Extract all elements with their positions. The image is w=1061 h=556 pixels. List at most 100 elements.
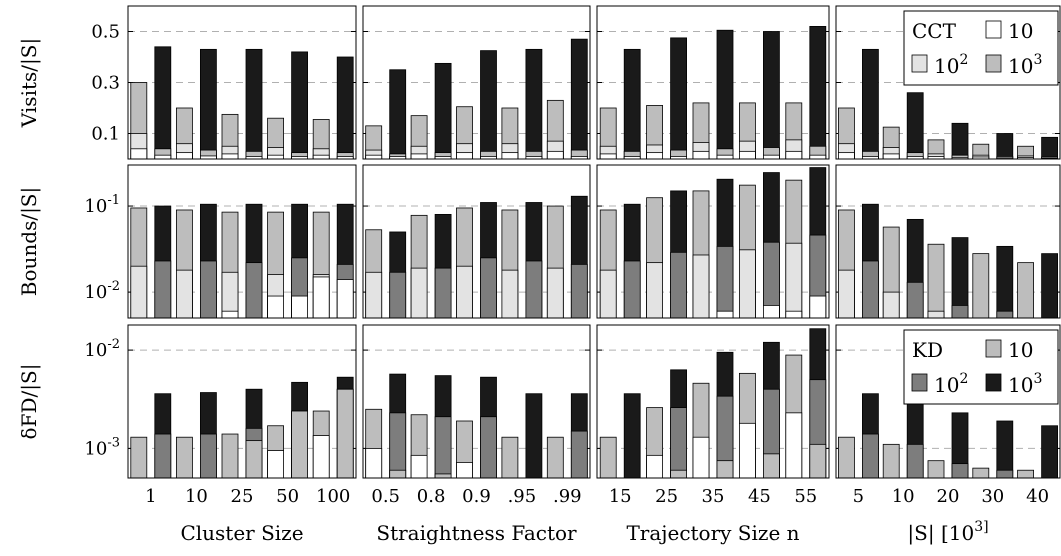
panel-frame — [835, 324, 1061, 479]
legend-kd: KD 10 102 103 — [903, 329, 1059, 405]
bar-right-103 — [154, 46, 172, 160]
bar-right-10 — [716, 154, 734, 160]
bar-right-10 — [763, 305, 780, 319]
bar-left-103 — [927, 460, 945, 479]
panel-r2-c1 — [127, 164, 357, 319]
panel-frame — [127, 324, 357, 479]
panel-r1-c1 — [127, 5, 357, 160]
bar-left-10 — [646, 152, 663, 160]
x-tick-label: 55 — [794, 486, 817, 507]
bar-left-10 — [739, 422, 756, 479]
bar-right-103 — [480, 50, 497, 160]
bar-right-103 — [1041, 425, 1058, 479]
bar-right-102 — [862, 260, 879, 319]
bar-left-10 — [599, 153, 617, 160]
x-tick-label: 100 — [316, 486, 350, 507]
panel-r3-c2 — [362, 324, 591, 479]
bar-left-103 — [501, 436, 519, 479]
bar-right-102 — [670, 407, 687, 479]
bar-right-10 — [291, 295, 309, 319]
x-tick-label: .99 — [553, 486, 582, 507]
y-tick-label: 10-2 — [84, 337, 120, 361]
bar-left-10 — [739, 150, 756, 160]
bar-left-10 — [692, 150, 710, 160]
x-tick-label: 25 — [655, 486, 678, 507]
bar-right-10 — [336, 279, 354, 319]
panel-r3-c1 — [127, 324, 357, 479]
bar-right-10 — [389, 469, 407, 479]
x-tick-label: 5 — [853, 486, 864, 507]
bar-right-103 — [199, 48, 217, 160]
bar-left-102 — [546, 267, 564, 319]
bar-right-102 — [906, 281, 924, 319]
legend-swatch — [985, 339, 1002, 358]
bar-right-102 — [389, 412, 407, 479]
bar-right-102 — [951, 305, 969, 319]
x-tick-label: 50 — [276, 486, 299, 507]
bar-left-10 — [267, 154, 285, 160]
bar-left-102 — [365, 271, 383, 319]
bar-left-10 — [456, 152, 473, 160]
bar-left-103 — [1017, 469, 1034, 479]
panel-r2-c2 — [362, 164, 591, 319]
panel-frame — [835, 164, 1061, 319]
legend-entry: 103 — [1008, 371, 1042, 397]
x-tick-label: 45 — [748, 486, 771, 507]
bar-right-102 — [670, 251, 687, 319]
bar-right-10 — [336, 388, 354, 479]
bar-left-10 — [175, 152, 193, 160]
bar-left-102 — [175, 269, 193, 319]
legend-entry: 103 — [1008, 52, 1042, 78]
bar-right-103 — [623, 48, 641, 160]
bar-left-102 — [599, 269, 617, 319]
x-tick-label: 20 — [937, 486, 960, 507]
bar-right-10 — [809, 295, 827, 319]
bar-left-10 — [312, 435, 330, 479]
bar-left-102 — [501, 269, 519, 319]
bar-left-103 — [972, 253, 990, 319]
panel-r1-c4 — [835, 5, 1061, 160]
legend-cct: CCT 10 102 103 — [903, 10, 1059, 86]
bar-right-102 — [570, 263, 588, 319]
bar-left-102 — [927, 310, 945, 319]
bar-right-103 — [1041, 253, 1058, 319]
bar-left-102 — [882, 291, 900, 319]
panel-r1-c3 — [596, 5, 830, 160]
panel-frame — [362, 324, 591, 479]
x-tick-label: 0.5 — [371, 486, 400, 507]
bar-left-10 — [365, 154, 383, 160]
bar-right-103 — [716, 29, 734, 160]
bar-left-10 — [646, 454, 663, 479]
bar-right-10 — [670, 469, 687, 479]
bar-right-102 — [480, 416, 497, 479]
bar-right-102 — [199, 433, 217, 479]
bar-left-10 — [692, 436, 710, 479]
bar-right-103 — [996, 420, 1014, 479]
x-axis-title: Trajectory Size n — [626, 521, 799, 545]
bar-left-10 — [221, 310, 239, 319]
x-tick-label: 35 — [702, 486, 725, 507]
bar-right-103 — [906, 92, 924, 160]
bar-right-103 — [951, 122, 969, 160]
x-axis-title: Cluster Size — [180, 521, 303, 545]
bar-right-102 — [570, 430, 588, 479]
y-tick-label: 10-3 — [84, 435, 120, 459]
x-axis-title: Straightness Factor — [376, 521, 577, 545]
bar-left-10 — [410, 153, 428, 160]
panel-frame — [835, 5, 1061, 160]
bar-left-10 — [267, 295, 285, 319]
bar-right-10 — [154, 154, 172, 160]
y-tick-label: 10-1 — [84, 193, 120, 217]
bar-right-102 — [480, 257, 497, 319]
bar-left-10 — [410, 454, 428, 479]
legend-swatch — [985, 373, 1002, 392]
bar-left-103 — [599, 436, 617, 479]
bar-right-103 — [389, 69, 407, 160]
bar-left-10 — [785, 412, 803, 479]
bar-right-102 — [199, 260, 217, 319]
x-tick-label: 1 — [145, 486, 156, 507]
bar-right-10 — [245, 440, 263, 479]
bar-right-102 — [906, 443, 924, 479]
bar-right-103 — [862, 48, 879, 160]
